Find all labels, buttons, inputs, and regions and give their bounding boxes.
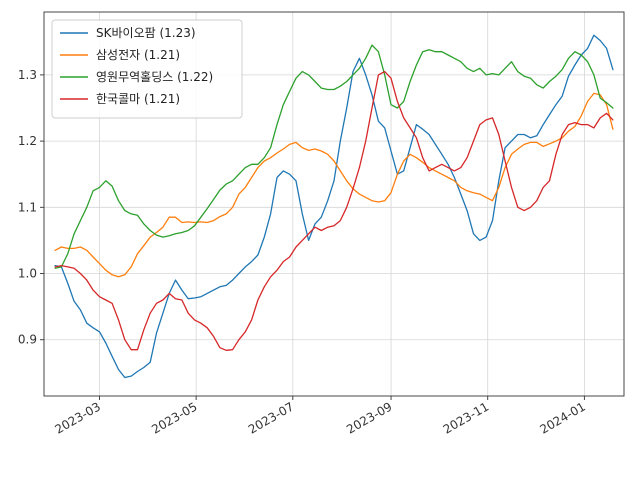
x-axis-ticks: 2023-03 2023-05 2023-07 2023-09 2023-11 2024-… bbox=[53, 396, 588, 437]
x-tick-label: 2024-01 bbox=[537, 399, 587, 436]
x-tick-label: 2023-07 bbox=[246, 399, 296, 436]
x-tick-label: 2023-11 bbox=[441, 399, 491, 436]
legend: SK바이오팜 (1.23) 삼성전자 (1.21) 영원무역홀딩스 (1.22) 한국… bbox=[51, 19, 243, 119]
y-tick-label: 1.0 bbox=[18, 267, 37, 281]
y-tick-label: 1.1 bbox=[18, 200, 37, 214]
y-axis-ticks: 0.9 1.0 1.1 1.2 1.3 bbox=[18, 68, 44, 347]
plot-frame bbox=[43, 11, 625, 397]
y-tick-label: 1.2 bbox=[18, 134, 37, 148]
series-line-3 bbox=[54, 44, 614, 269]
series-line-2 bbox=[54, 92, 614, 278]
x-tick-label: 2023-05 bbox=[149, 399, 199, 436]
series-line-4 bbox=[54, 70, 614, 351]
series-line-1 bbox=[54, 34, 614, 379]
y-tick-label: 1.3 bbox=[18, 68, 37, 82]
legend-label: SK바이오팜 (1.23) bbox=[96, 26, 196, 40]
series-lines bbox=[54, 34, 614, 379]
x-tick-label: 2023-09 bbox=[344, 399, 394, 436]
legend-box bbox=[51, 19, 243, 119]
legend-label: 삼성전자 (1.21) bbox=[96, 48, 180, 62]
y-tick-label: 0.9 bbox=[18, 333, 37, 347]
legend-label: 영원무역홀딩스 (1.22) bbox=[96, 70, 213, 84]
legend-label: 한국콜마 (1.21) bbox=[96, 92, 180, 106]
x-tick-label: 2023-03 bbox=[53, 399, 103, 436]
